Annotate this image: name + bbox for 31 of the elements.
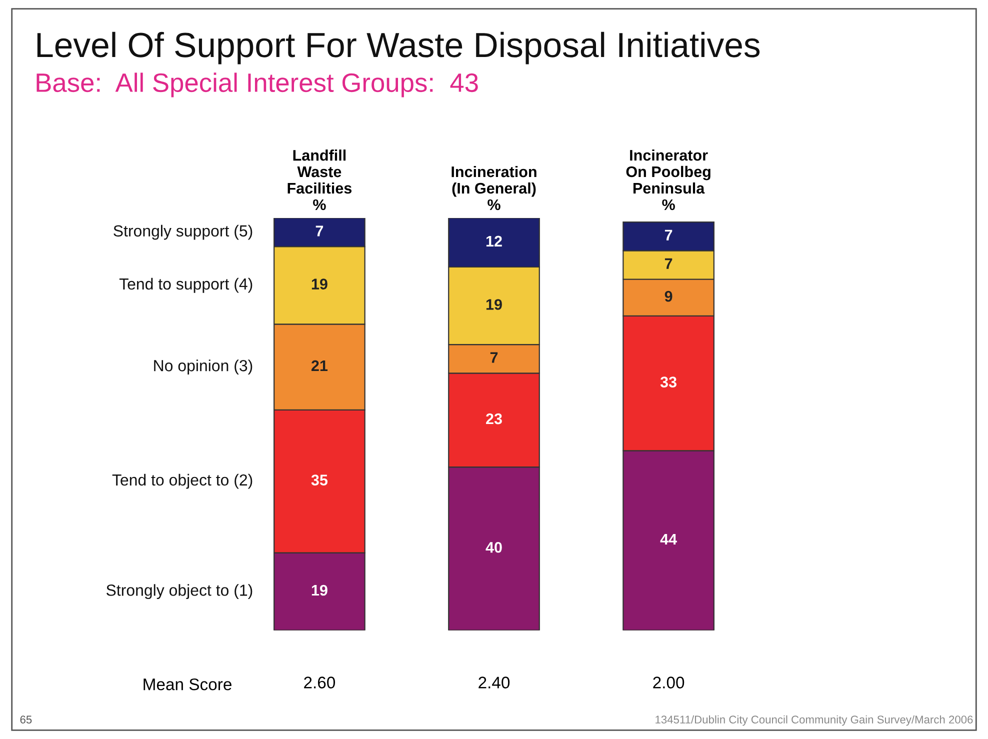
data-label: 23 [486, 413, 502, 424]
chart-subtitle: Base: All Special Interest Groups: 43 [36, 72, 478, 98]
data-label: 40 [486, 542, 502, 553]
data-label: 7 [316, 226, 324, 236]
data-label: 33 [660, 376, 676, 388]
x-tick-label: Incineration (In General) % [452, 166, 536, 210]
text: 2.60 [304, 676, 336, 688]
series-label: No opinion (3) [154, 360, 252, 374]
data-label: 12 [486, 236, 502, 246]
data-label: 7 [664, 258, 672, 269]
data-label: 21 [311, 360, 328, 371]
series-label: Tend to object to (2) [112, 474, 252, 489]
text: Mean Score [144, 678, 232, 690]
series-label: Tend to support (4) [119, 278, 252, 293]
data-label: 44 [660, 534, 677, 544]
data-label: 9 [664, 290, 672, 302]
data-label: 7 [490, 352, 498, 363]
chart-title: Level Of Support For Waste Disposal Initiatives [37, 32, 760, 64]
x-tick-label: Incinerator On Poolbeg Peninsula % [626, 149, 710, 210]
series-label: Strongly object to (1) [106, 584, 252, 600]
data-label: 19 [312, 278, 328, 290]
text: 2.00 [653, 676, 684, 688]
data-label: 19 [312, 584, 328, 596]
x-tick-label: Landfill Waste Facilities % [288, 150, 352, 210]
text: 65 [20, 716, 32, 724]
data-label: 35 [311, 474, 328, 486]
series-label: Strongly support (5) [114, 224, 252, 240]
text: 134511/Dublin City Council Community Gain Survey/March 2006 [656, 715, 973, 726]
data-label: 7 [664, 230, 672, 240]
text: 2.40 [478, 676, 510, 688]
data-label: 19 [486, 299, 502, 310]
